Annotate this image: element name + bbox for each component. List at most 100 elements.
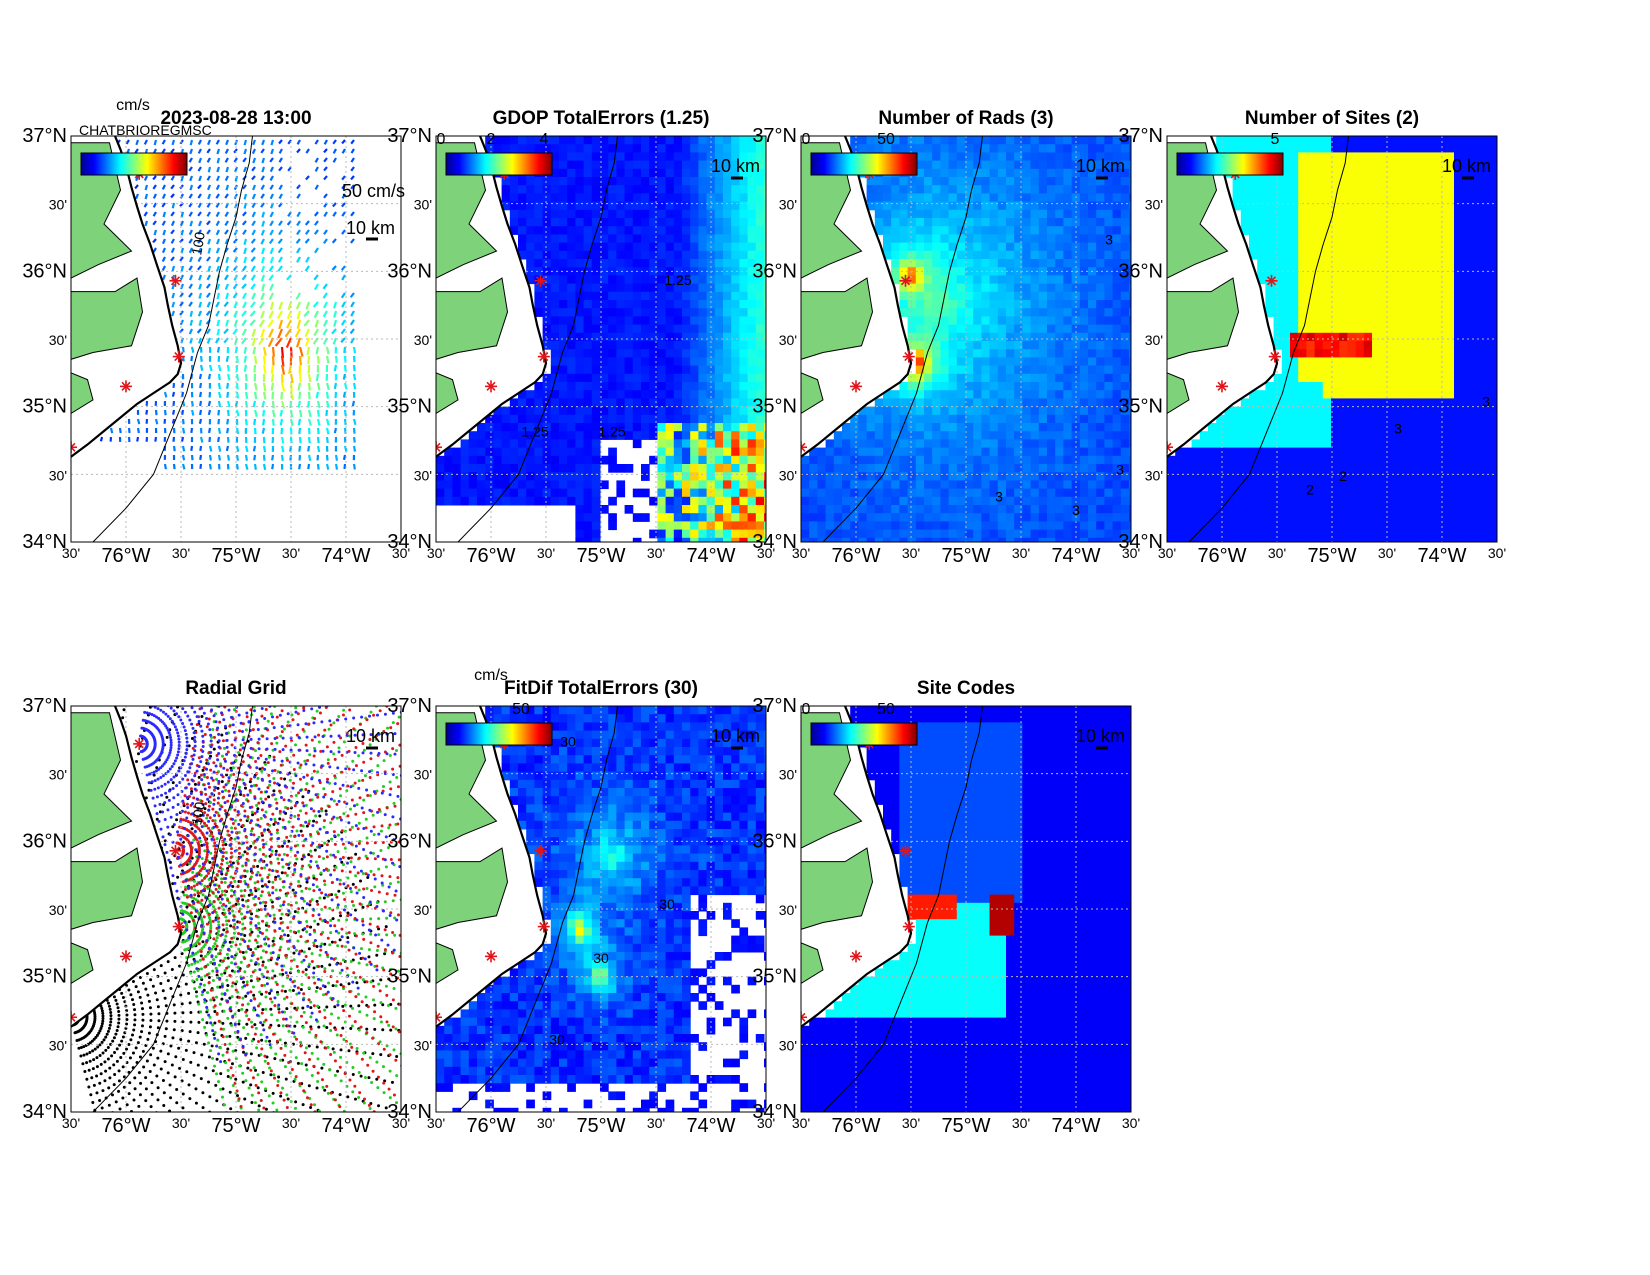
field-cell	[460, 472, 470, 481]
field-cell	[739, 349, 749, 358]
field-cell	[1047, 505, 1056, 514]
field-cell	[1322, 209, 1332, 219]
field-cell	[1232, 537, 1242, 542]
field-cell	[731, 390, 740, 399]
field-cell	[956, 193, 966, 203]
field-cell	[714, 349, 724, 358]
field-cell	[1047, 332, 1056, 342]
field-cell	[850, 431, 859, 440]
field-cell	[591, 439, 601, 449]
field-cell	[673, 177, 683, 186]
field-cell	[665, 324, 675, 334]
field-cell	[1175, 537, 1184, 542]
field-cell	[1006, 324, 1015, 334]
field-cell	[616, 414, 626, 424]
field-cell	[1030, 283, 1040, 293]
field-cell	[1047, 447, 1056, 457]
current-vector	[262, 391, 267, 400]
field-cell	[616, 226, 626, 235]
field-cell	[940, 193, 950, 203]
field-cell	[583, 177, 593, 186]
field-cell	[1104, 496, 1114, 506]
field-cell	[1347, 529, 1357, 539]
field-cell	[1208, 480, 1217, 490]
field-cell	[698, 291, 708, 301]
field-cell	[690, 406, 699, 416]
field-cell	[801, 496, 810, 506]
current-vector	[331, 265, 337, 271]
field-cell	[932, 316, 941, 326]
current-vector	[289, 373, 294, 384]
field-cell	[1104, 406, 1114, 416]
field-cell	[981, 341, 991, 350]
field-cell	[973, 341, 982, 350]
field-cell	[714, 259, 724, 268]
current-vector	[188, 238, 193, 244]
field-cell	[899, 488, 909, 498]
field-cell	[1006, 275, 1015, 285]
field-cell	[891, 464, 900, 473]
field-cell	[1063, 439, 1073, 449]
field-cell	[1298, 201, 1307, 211]
field-cell	[924, 324, 933, 334]
field-cell	[965, 308, 974, 317]
current-vector	[270, 139, 275, 146]
field-cell	[1055, 373, 1064, 383]
field-cell	[649, 193, 658, 203]
field-cell	[575, 160, 585, 170]
field-cell	[739, 259, 749, 268]
field-cell	[1088, 300, 1097, 309]
map-frame	[70, 135, 402, 543]
current-vector	[217, 427, 222, 434]
field-cell	[1047, 423, 1056, 432]
field-cell	[649, 267, 658, 276]
field-cell	[1104, 439, 1114, 449]
field-cell	[690, 423, 699, 432]
field-cell	[932, 332, 941, 342]
field-cell	[682, 455, 691, 465]
current-vector	[269, 175, 274, 181]
field-cell	[1298, 242, 1307, 252]
field-cell	[1298, 168, 1307, 178]
field-cell	[1038, 398, 1048, 408]
field-cell	[1079, 537, 1089, 542]
current-vector	[316, 436, 320, 444]
field-cell	[1120, 537, 1130, 542]
field-cell	[801, 480, 810, 490]
field-cell	[989, 365, 999, 375]
field-cell	[874, 496, 884, 506]
field-cell	[1022, 136, 1032, 145]
field-cell	[940, 496, 950, 506]
field-cell	[632, 193, 642, 203]
field-cell	[1306, 455, 1316, 465]
field-cell	[1096, 505, 1105, 514]
field-cell	[706, 480, 716, 490]
field-cell	[1030, 291, 1040, 301]
field-cell	[1030, 168, 1040, 178]
field-cell	[956, 480, 966, 490]
field-cell	[542, 480, 552, 490]
current-vector	[250, 283, 256, 290]
field-cell	[842, 529, 851, 539]
field-cell	[956, 464, 966, 473]
current-vector	[136, 418, 141, 425]
field-cell	[1281, 505, 1291, 514]
field-cell	[1129, 464, 1131, 473]
field-cell	[1006, 218, 1015, 227]
field-cell	[1047, 308, 1056, 317]
current-vector	[286, 319, 292, 329]
field-cell	[924, 496, 933, 506]
field-cell	[747, 291, 757, 301]
field-cell	[1047, 218, 1056, 227]
field-cell	[924, 152, 933, 162]
field-cell	[981, 406, 991, 416]
field-cell	[714, 218, 724, 227]
field-cell	[1063, 234, 1073, 244]
current-vector	[189, 175, 194, 182]
field-cell	[1191, 505, 1201, 514]
field-cell	[698, 144, 708, 153]
lat-tick-label: 34°N	[22, 531, 67, 553]
field-cell	[1071, 316, 1081, 326]
field-cell	[542, 341, 552, 350]
field-cell	[891, 144, 900, 153]
